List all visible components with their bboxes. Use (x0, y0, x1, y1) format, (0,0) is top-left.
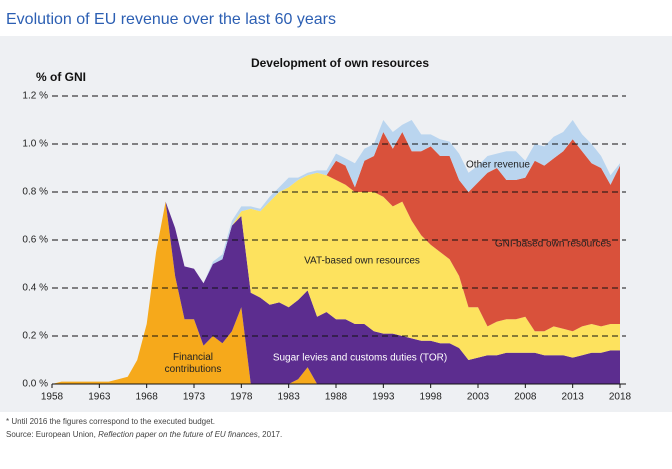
x-tick-label: 1973 (183, 392, 206, 403)
x-tick-label: 1958 (41, 392, 64, 403)
x-tick-label: 1983 (278, 392, 301, 403)
source-text: Source: European Union, (6, 430, 98, 439)
area (52, 132, 620, 384)
source-text: Reflection paper on the future of EU fin… (98, 430, 258, 439)
area (52, 120, 620, 384)
x-tick-label: 1993 (372, 392, 395, 403)
area (52, 201, 620, 384)
x-tick-label: 2003 (467, 392, 490, 403)
area (52, 201, 620, 384)
x-tick-label: 2013 (562, 392, 585, 403)
x-tick-label: 1978 (230, 392, 253, 403)
area (52, 172, 620, 384)
x-tick-label: 2008 (514, 392, 537, 403)
series-label: Sugar levies and customs duties (TOR) (273, 353, 447, 364)
y-tick-label: 0.6 % (22, 235, 48, 246)
x-tick-label: 1988 (325, 392, 348, 403)
x-tick-label: 1968 (136, 392, 159, 403)
x-tick-label: 1963 (88, 392, 111, 403)
source-text: , 2017. (258, 430, 282, 439)
y-tick-label: 1.2 % (22, 91, 48, 102)
chart-title: Development of own resources (251, 56, 429, 70)
page-title: Evolution of EU revenue over the last 60… (6, 11, 336, 28)
series-label: Other revenue (466, 160, 530, 171)
y-axis-label: % of GNI (36, 70, 86, 84)
y-tick-label: 0.0 % (22, 379, 48, 390)
series-label: Financial contributions (164, 352, 222, 375)
x-tick-label: 1998 (420, 392, 443, 403)
y-tick-label: 0.8 % (22, 187, 48, 198)
footnote: * Until 2016 the figures correspond to t… (6, 417, 215, 426)
series-label: VAT-based own resources (304, 256, 420, 267)
x-tick-label: 2018 (609, 392, 632, 403)
y-tick-label: 0.4 % (22, 283, 48, 294)
y-tick-label: 0.2 % (22, 331, 48, 342)
source: Source: European Union, Reflection paper… (6, 430, 282, 439)
y-tick-label: 1.0 % (22, 139, 48, 150)
series-label: GNI-based own resources (495, 239, 611, 250)
